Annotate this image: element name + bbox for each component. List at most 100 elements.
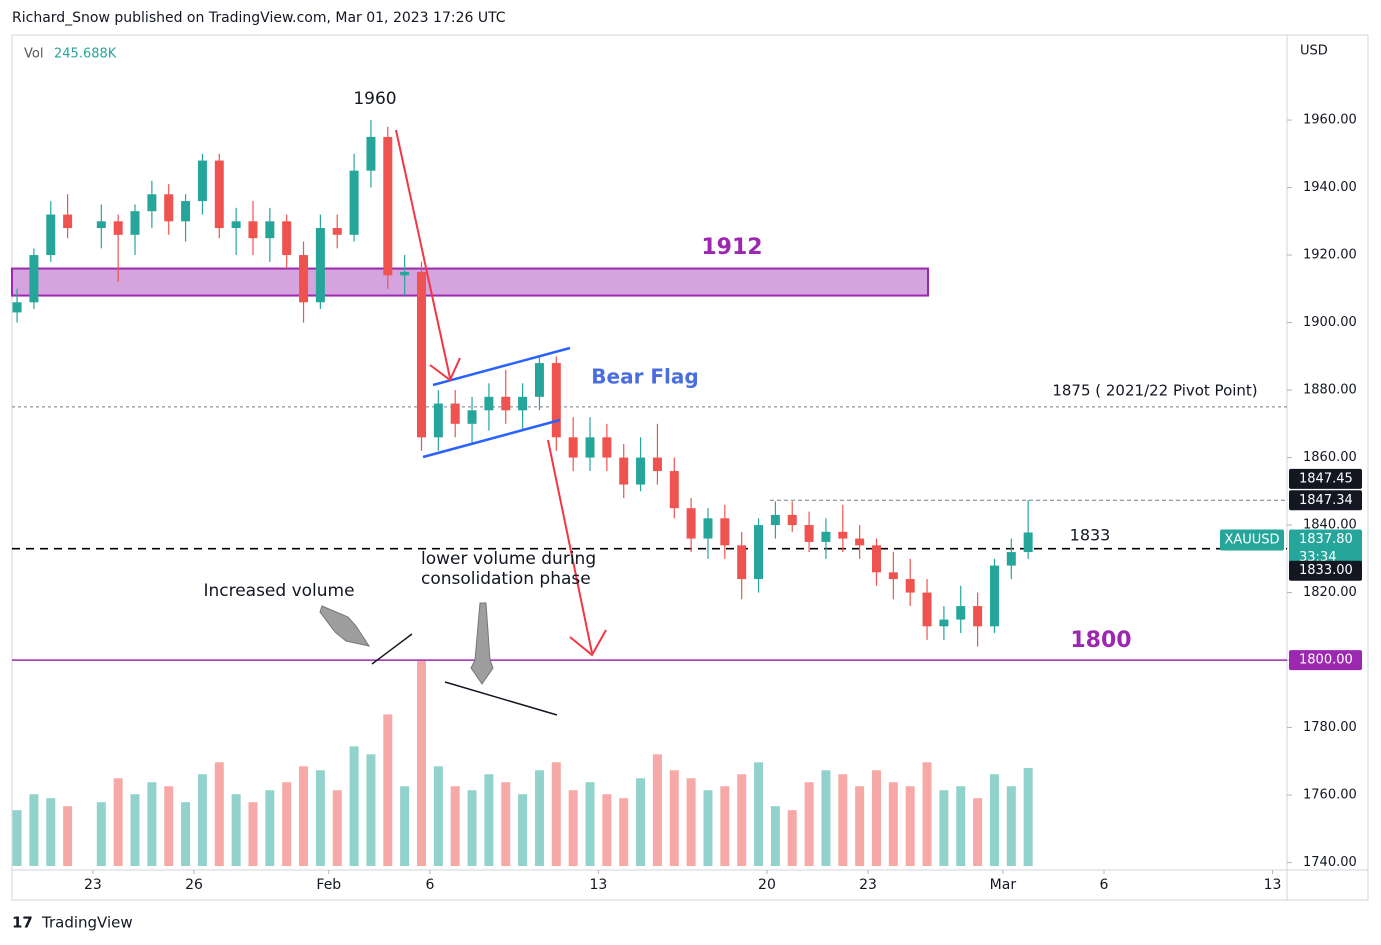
candle-body: [518, 396, 528, 411]
candle-body: [1006, 552, 1016, 566]
price-tag: [1289, 650, 1362, 671]
volume-bar: [821, 770, 831, 866]
candle-body: [130, 211, 140, 235]
volume-bar: [888, 782, 898, 866]
price-tag: [1289, 490, 1362, 511]
volume-bar: [164, 786, 174, 866]
candle-body: [602, 437, 612, 458]
volume-bar: [534, 770, 544, 866]
candle-body: [400, 271, 410, 276]
price-tag: [1289, 529, 1362, 568]
currency: USD: [1300, 44, 1328, 59]
candle-body: [804, 525, 814, 542]
x-tick-label: Mar: [990, 877, 1017, 893]
y-tick-label: 1920.00: [1303, 248, 1357, 263]
annotation: 1960: [353, 89, 396, 109]
candle-body: [349, 170, 359, 235]
candle-body: [534, 363, 544, 397]
candle-body: [585, 437, 595, 458]
volume-bar: [754, 762, 764, 866]
candle-body: [703, 518, 713, 539]
volume-bar: [636, 778, 646, 866]
candle-body: [754, 525, 764, 580]
volume-bar: [29, 794, 39, 866]
volume-bar: [770, 806, 780, 866]
candle-body: [888, 572, 898, 580]
volume-bar: [922, 762, 932, 866]
volume-bar: [96, 802, 106, 866]
brand-name: TradingView: [41, 914, 133, 932]
candle-body: [29, 255, 39, 303]
price-tag: [1289, 468, 1362, 489]
volume-bar: [282, 782, 292, 866]
volume-bar: [265, 790, 275, 866]
volume-bar: [619, 798, 629, 866]
volume-last: 245.688K: [54, 47, 117, 62]
candle-body: [568, 437, 578, 458]
y-tick-label: 1780.00: [1303, 720, 1357, 735]
frame: [11, 34, 1369, 901]
volume-bar: [939, 790, 949, 866]
volume-bar: [484, 774, 494, 866]
candle-body: [551, 363, 561, 438]
candle-body: [164, 194, 174, 222]
candle-body: [973, 606, 983, 627]
candle-body: [922, 592, 932, 627]
volume-bar: [669, 770, 679, 866]
volume-bar: [214, 762, 224, 866]
candle-body: [231, 221, 241, 229]
volume-bar: [147, 782, 157, 866]
candle-body: [248, 221, 258, 239]
price-tag-label: 1847.45: [1299, 471, 1353, 486]
candle-body: [669, 471, 679, 509]
candle-body: [619, 457, 629, 485]
annotation: 1800: [1070, 628, 1131, 653]
x-tick-label: Feb: [316, 877, 341, 893]
candle-body: [905, 579, 915, 593]
candle-body: [501, 396, 511, 411]
arrow-head: [429, 357, 461, 382]
axes: 1740.00 1760.00 1780.00 1800.00 1820.00 1840.…: [84, 113, 1357, 893]
header: Richard_Snow published on TradingView.co…: [12, 10, 506, 26]
candle-body: [450, 403, 460, 424]
candle-body: [332, 228, 342, 235]
volume-bar: [63, 806, 73, 866]
volume-bar: [130, 794, 140, 866]
symbol-label: XAUUSD: [1224, 532, 1279, 547]
y-tick-label: 1820.00: [1303, 585, 1357, 600]
gray-arrow: [470, 602, 494, 685]
candle-body: [1023, 532, 1033, 553]
volume-bar: [197, 774, 207, 866]
candle-body: [787, 514, 797, 526]
volume-bar: [871, 770, 881, 866]
candle-body: [181, 201, 191, 222]
arrow-head: [569, 629, 607, 657]
volume-layer: [12, 661, 1033, 866]
price-tag-label: 1800.00: [1299, 653, 1353, 668]
volume-bar: [299, 766, 309, 866]
volume-bar: [602, 794, 612, 866]
candle-body: [96, 221, 106, 229]
trend-line: [371, 633, 413, 665]
annotation: 1875 ( 2021/22 Pivot Point): [1052, 382, 1257, 400]
brand: 𝟭𝟳 TradingView: [12, 914, 133, 932]
candle-body: [12, 302, 22, 313]
volume-bar: [838, 774, 848, 866]
candle-body: [147, 194, 157, 212]
volume-bar: [501, 782, 511, 866]
candle-body: [939, 619, 949, 627]
volume-bar: [518, 794, 528, 866]
zone: [11, 267, 929, 297]
volume-bar: [349, 746, 359, 866]
y-tick-label: 1940.00: [1303, 180, 1357, 195]
volume-bar: [905, 786, 915, 866]
candle-body: [113, 221, 123, 235]
price-tag-label: 1837.80: [1299, 532, 1353, 547]
candle-body: [484, 396, 494, 411]
flag-upper: [432, 346, 571, 387]
candle-body: [197, 160, 207, 202]
volume-bar: [113, 778, 123, 866]
candle-body: [989, 565, 999, 627]
volume-bar: [12, 810, 22, 866]
